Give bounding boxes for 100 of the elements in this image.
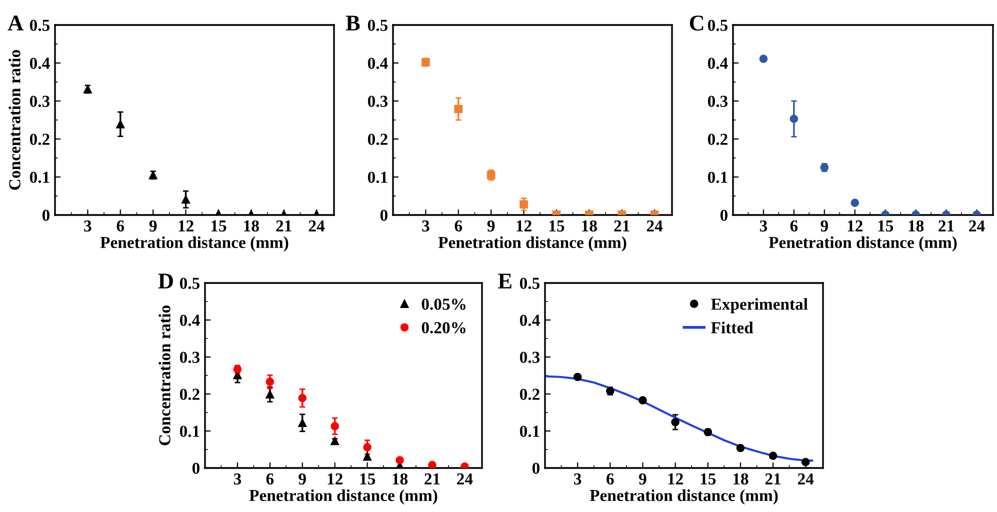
y-tick-label: 0.1 (180, 426, 200, 438)
x-tick-label: 12 (668, 473, 683, 484)
y-tick-label: 0 (192, 462, 200, 474)
y-tick-label: 0.4 (708, 58, 728, 70)
legend-label: Experimental (711, 298, 808, 314)
x-axis-title: Penetration distance (mm) (438, 236, 626, 252)
point (790, 114, 798, 124)
point (759, 54, 768, 63)
x-tick-label: 24 (457, 473, 473, 484)
x-tick-label: 6 (266, 473, 274, 485)
y-tick-label: 0.2 (708, 134, 728, 146)
x-tick-label: 6 (454, 220, 462, 232)
y-tick-label: 0 (380, 210, 388, 221)
point (266, 390, 274, 399)
y-tick-label: 0.5 (708, 20, 728, 32)
x-axis-title: Penetration distance (mm) (249, 489, 438, 504)
legend-label: 0.20% (422, 322, 466, 334)
point (330, 436, 340, 446)
x-tick-label: 24 (308, 220, 325, 232)
x-tick-label: 18 (244, 220, 259, 232)
y-tick-label: 0 (720, 210, 728, 221)
y-tick-label: 0.2 (368, 134, 388, 146)
x-tick-label: 3 (234, 473, 242, 485)
y-tick-label: 0.3 (520, 352, 540, 364)
x-tick-label: 24 (798, 473, 814, 484)
y-axis-title: Concentration ratio (8, 50, 20, 190)
x-tick-label: 6 (790, 220, 798, 232)
x-axis-title: Penetration distance (mm) (100, 236, 288, 252)
y-tick-label: 0.2 (520, 388, 540, 400)
legend-label: 0.05% (422, 298, 466, 310)
y-tick-label: 0.1 (30, 172, 50, 184)
x-tick-label: 15 (549, 220, 564, 232)
point (454, 104, 463, 114)
chart-title: D (158, 274, 173, 288)
x-tick-label: 12 (516, 220, 532, 232)
x-axis-title: Penetration distance (mm) (590, 489, 778, 504)
x-tick-label: 9 (487, 220, 495, 232)
x-tick-label: 12 (848, 220, 862, 232)
y-tick-label: 0.3 (368, 96, 388, 108)
y-tick-label: 0.4 (368, 58, 388, 70)
chart-title: C (690, 16, 704, 31)
x-tick-label: 6 (606, 473, 614, 485)
x-tick-label: 18 (908, 220, 924, 232)
point (801, 458, 810, 466)
x-tick-label: 12 (178, 220, 194, 232)
x-tick-label: 24 (969, 220, 985, 232)
x-tick-label: 21 (938, 220, 954, 232)
legend-label: Fitted (711, 322, 754, 334)
x-tick-label: 9 (820, 220, 828, 232)
x-tick-label: 21 (276, 220, 292, 232)
x-tick-label: 18 (582, 220, 597, 232)
point (428, 460, 436, 468)
y-tick-label: 0.3 (708, 96, 728, 108)
point (573, 372, 582, 382)
y-tick-label: 0 (42, 210, 50, 221)
x-tick-label: 3 (760, 220, 768, 232)
y-tick-label: 0.5 (368, 20, 388, 32)
chart-title: E (498, 274, 512, 288)
y-tick-label: 0.2 (180, 388, 200, 400)
chart-title: A (8, 16, 24, 30)
x-tick-label: 12 (328, 473, 342, 484)
point (396, 456, 404, 464)
x-tick-label: 21 (765, 473, 781, 484)
x-tick-label: 24 (646, 220, 663, 232)
x-tick-label: 18 (733, 473, 748, 485)
y-tick-label: 0.5 (520, 278, 540, 290)
y-tick-label: 0.3 (180, 352, 200, 364)
x-tick-label: 9 (298, 473, 306, 485)
point (116, 120, 125, 128)
x-tick-label: 21 (614, 220, 630, 232)
y-tick-label: 0.4 (520, 314, 540, 326)
y-tick-label: 0.5 (180, 278, 200, 290)
x-tick-label: 9 (149, 220, 157, 232)
x-tick-label: 15 (211, 220, 226, 232)
x-tick-label: 18 (392, 473, 408, 485)
point (298, 394, 307, 402)
point (460, 462, 469, 468)
y-tick-label: 0 (532, 462, 540, 474)
point (363, 443, 372, 452)
point (298, 418, 307, 428)
point (736, 444, 745, 452)
point (182, 195, 190, 204)
x-tick-label: 3 (84, 220, 92, 232)
y-tick-label: 0.1 (708, 172, 728, 184)
y-tick-label: 0.3 (30, 96, 50, 108)
x-tick-label: 15 (360, 473, 376, 485)
y-tick-label: 0.1 (520, 426, 540, 438)
x-tick-label: 21 (424, 473, 440, 484)
y-axis-title: Concentration ratio (158, 306, 170, 446)
y-tick-label: 0.4 (180, 314, 200, 326)
y-tick-label: 0.2 (30, 134, 50, 146)
x-tick-label: 9 (639, 473, 646, 485)
x-tick-label: 15 (700, 473, 716, 485)
x-tick-label: 3 (422, 220, 430, 232)
x-tick-label: 15 (878, 220, 894, 232)
chart-title: B (346, 16, 360, 30)
point (638, 396, 647, 404)
y-tick-label: 0.5 (30, 20, 50, 32)
x-tick-label: 6 (116, 220, 124, 232)
y-tick-label: 0.4 (30, 58, 50, 70)
